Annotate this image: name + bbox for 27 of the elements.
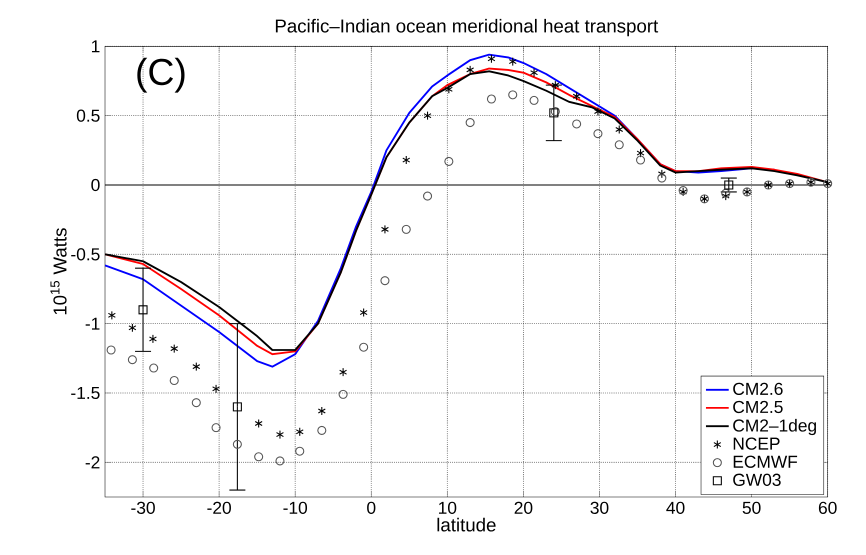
legend-label: GW03 xyxy=(733,474,781,486)
y-tick-label: 1 xyxy=(92,40,100,52)
legend-label: ECMWF xyxy=(734,456,798,468)
x-tick-label: -10 xyxy=(283,502,308,514)
x-tick-label: 0 xyxy=(367,502,376,514)
legend-label: CM2–1deg xyxy=(733,418,816,436)
x-tick-label: 40 xyxy=(666,502,684,514)
x-tick-label: 60 xyxy=(818,502,837,514)
y-tick-label: -2 xyxy=(86,456,100,468)
y-tick-label: 0 xyxy=(91,178,100,192)
chart-title: Pacific–Indian ocean meridional heat transport xyxy=(276,18,658,36)
x-tick-label: 20 xyxy=(514,502,532,514)
y-tick-label: -1 xyxy=(86,318,100,330)
annotation: (C) xyxy=(137,58,185,93)
legend-label: CM2.6 xyxy=(733,382,783,395)
legend-label: CM2.5 xyxy=(733,400,783,414)
x-tick-label: 50 xyxy=(742,502,761,514)
x-tick-label: -20 xyxy=(207,502,231,514)
x-tick-label: -30 xyxy=(131,502,155,514)
legend-label: NCEP xyxy=(734,437,780,450)
x-axis-title: latitude xyxy=(438,518,496,532)
y-tick-label: -1.5 xyxy=(71,386,100,400)
y-axis-title: 10$^{15}$ Watts xyxy=(50,228,67,314)
x-tick-label: 30 xyxy=(590,502,608,514)
y-tick-label: -0.5 xyxy=(71,248,100,260)
x-tick-label: 10 xyxy=(439,502,456,514)
y-tick-label: 0.5 xyxy=(76,110,100,122)
